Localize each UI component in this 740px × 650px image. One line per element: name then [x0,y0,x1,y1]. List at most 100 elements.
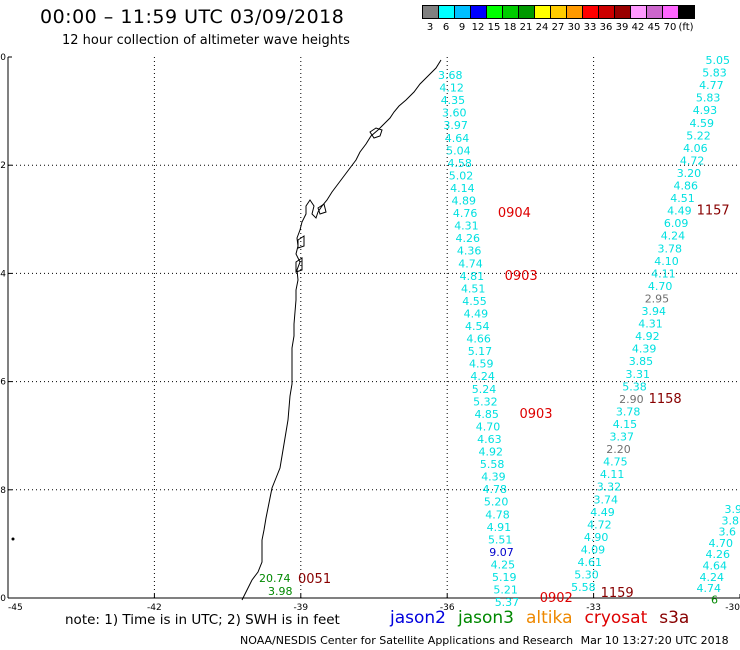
wave-height-value: 4.92 [635,330,660,343]
legend-label: 24 [535,22,549,33]
legend-label: 39 [615,22,629,33]
pass-time-label: 1159 [601,586,634,601]
wave-height-value: 5.51 [488,533,513,546]
legend-label: 6 [442,22,450,33]
legend-label: 27 [551,22,565,33]
wave-height-value: 4.25 [491,558,516,571]
wave-height-value: 4.90 [584,531,609,544]
pass-time-label: 0903 [519,407,552,422]
wave-height-value: 2.90 [619,393,644,406]
legend-label: (ft) [678,22,694,33]
pass-time-label: 0902 [540,591,573,606]
lat-tick-label: -20 [0,594,6,604]
wave-height-value: 4.06 [683,142,708,155]
point-marker [11,537,15,541]
lat-tick-label: -12 [0,161,6,171]
legend-label: 36 [599,22,613,33]
wave-height-value: 3.74 [594,493,619,506]
lat-tick-label: -18 [0,486,6,496]
lon-tick-label: -39 [293,603,308,613]
wave-height-value: 4.92 [479,446,504,459]
wave-height-value: 5.20 [484,496,509,509]
lat-tick-label: -16 [0,378,6,388]
wave-height-value: 2.95 [645,292,670,305]
wave-height-value: 4.15 [613,418,638,431]
lat-tick-label: -10 [0,53,6,63]
wave-height-value: 5.21 [493,584,517,597]
wave-height-value: 4.86 [674,180,699,193]
wave-height-value: 3.94 [642,305,667,318]
map-subtitle: 12 hour collection of altimeter wave hei… [62,33,350,48]
wave-height-value: 4.64 [703,560,728,573]
wave-height-value: 5.58 [571,581,596,594]
wave-height-value: 3.68 [438,69,463,82]
legend-label: 45 [647,22,661,33]
wave-height-value: 4.49 [464,307,489,320]
wave-height-value: 3.32 [597,481,622,494]
coastline-islet [295,127,383,273]
wave-height-value: 5.30 [574,569,599,582]
wave-height-value: 5.22 [686,129,711,142]
wave-height-value: 6.09 [664,217,689,230]
legend-label: 30 [567,22,581,33]
sat-cryosat-label: cryosat [584,608,648,628]
legend-labels: 3 6 9 12 15 18 21 24 27 30 33 36 39 42 45 70 (ft) [422,22,694,33]
wave-height-value: 3.20 [677,167,702,180]
wave-height-value: 4.10 [654,255,679,268]
wave-height-value: 4.12 [439,82,464,95]
wave-height-value: 3.6 [719,526,737,539]
lon-tick-label: -42 [147,603,162,613]
wave-height-value: 4.72 [680,154,705,167]
wave-height-value: 4.39 [632,343,657,356]
wave-height-value: 4.63 [477,433,502,446]
wave-height-value: 4.59 [690,117,715,130]
footer: NOAA/NESDIS Center for Satellite Applica… [240,634,733,647]
lon-tick-label: -30 [725,603,740,613]
wave-height-value: 4.26 [706,548,731,561]
wave-height-value: 4.85 [474,408,499,421]
wave-height-value: 4.35 [441,94,466,107]
wave-height-value: 4.49 [667,205,692,218]
wave-height-value: 4.74 [697,582,722,595]
wave-height-value: 5.04 [446,144,471,157]
wave-height-value: 4.58 [447,157,472,170]
wave-height-value: 4.36 [457,245,482,258]
wave-height-value: 4.14 [450,182,475,195]
wave-height-value: 4.66 [466,333,491,346]
wave-height-value: 20.74 [259,572,291,585]
legend-label: 15 [487,22,501,33]
pass-time-label: 0903 [505,269,538,284]
legend-label: 33 [583,22,597,33]
wave-height-value: 4.91 [487,521,512,534]
wave-height-value: 4.51 [461,282,486,295]
wave-height-value: 3.85 [629,355,654,368]
wave-height-value: 4.72 [587,518,612,531]
wave-height-value: 5.19 [492,571,517,584]
wave-height-value: 4.24 [470,370,495,383]
satellite-legend: jason2 jason3 altika cryosat s3a [390,608,701,628]
wave-height-value: 3.78 [658,242,683,255]
legend-label: 21 [519,22,533,33]
wave-height-value: 4.81 [460,270,485,283]
wave-height-value: 5.17 [468,345,493,358]
sat-jason2-label: jason2 [390,608,446,628]
legend-label: 70 [663,22,677,33]
legend-swatch [678,5,695,19]
wave-height-value: 4.51 [670,192,695,205]
wave-height-value: 6 [711,593,718,606]
wave-height-value: 5.38 [622,380,647,393]
wave-height-value: 4.39 [481,471,506,484]
wave-height-value: 2.20 [606,443,631,456]
color-scale-legend: 3 6 9 12 15 18 21 24 27 30 33 36 39 42 45 70 (ft) [422,5,695,33]
wave-height-value: 3.8 [722,514,740,527]
wave-height-value: 4.77 [699,79,724,92]
wave-height-value: 4.61 [578,556,603,569]
wave-height-value: 5.24 [472,383,497,396]
wave-height-value: 4.11 [651,267,676,280]
wave-height-value: 4.26 [456,232,481,245]
wave-height-value: 4.75 [603,456,628,469]
wave-height-value: 4.49 [590,506,615,519]
wave-height-value: 4.78 [485,508,510,521]
footer-timestamp: Mar 10 13:27:20 UTC 2018 [580,634,729,647]
